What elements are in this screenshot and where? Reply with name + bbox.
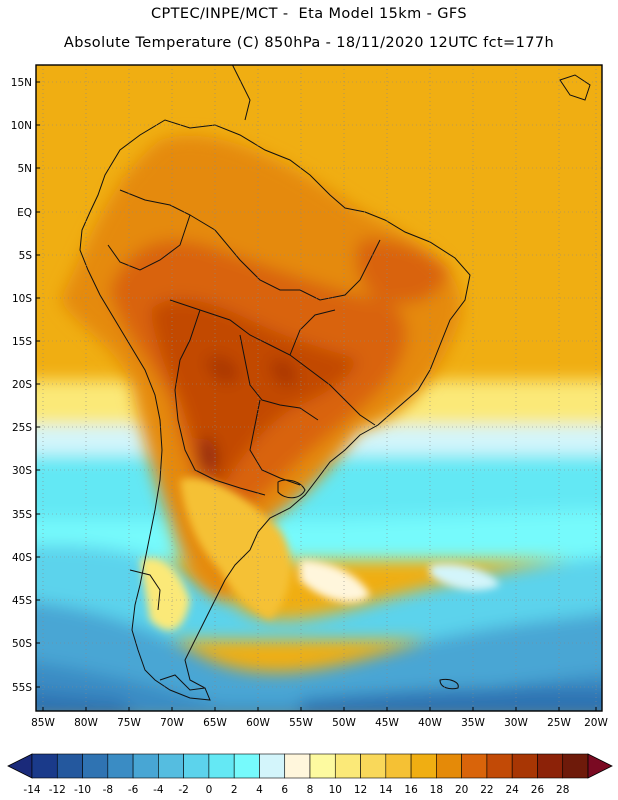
lat-label: EQ <box>17 207 32 219</box>
lat-label: 40S <box>12 552 32 564</box>
colorbar-cell <box>183 753 210 779</box>
lat-label: 20S <box>12 379 32 391</box>
colorbar-label: 12 <box>354 784 367 796</box>
colorbar-label: -2 <box>178 784 188 796</box>
colorbar-cell <box>562 753 589 779</box>
colorbar-cell <box>385 753 412 779</box>
lon-label: 45W <box>375 717 399 729</box>
colorbar-label: -6 <box>128 784 139 796</box>
lat-label: 5N <box>17 163 32 175</box>
coastlines-and-borders <box>79 65 591 701</box>
colorbar-label: -8 <box>103 784 113 796</box>
lat-label: 30S <box>12 465 32 477</box>
colorbar-cell <box>259 753 286 779</box>
lat-label: 25S <box>12 422 32 434</box>
latitude-labels: 15N 10N 5N EQ 5S 10S 15S 20S 25S 30S 35S… <box>11 77 33 694</box>
lon-label: 30W <box>504 717 528 729</box>
lat-label: 15S <box>12 336 32 348</box>
colorbar-label: 10 <box>329 784 342 796</box>
colorbar-left-arrow <box>7 753 33 779</box>
chart-title-line-1: CPTEC/INPE/MCT - Eta Model 15km - GFS <box>151 6 467 22</box>
colorbar-cell <box>334 753 361 779</box>
longitude-labels: 85W 80W 75W 70W 65W 60W 55W 50W 45W 40W … <box>31 717 608 729</box>
colorbar: -14 -12 -10 -8 -6 -4 -2 0 2 4 6 8 10 12 14 16 18 20 22 24 26… <box>7 753 613 796</box>
colorbar-cell <box>31 753 58 779</box>
colorbar-cell <box>158 753 184 779</box>
lon-label: 60W <box>246 717 270 729</box>
lon-label: 50W <box>332 717 356 729</box>
lat-label: 10S <box>12 293 32 305</box>
lon-label: 25W <box>547 717 571 729</box>
lat-label: 50S <box>12 638 32 650</box>
colorbar-cell <box>436 753 462 779</box>
lat-label: 10N <box>11 120 32 132</box>
lon-label: 80W <box>74 717 98 729</box>
colorbar-cell <box>56 753 83 779</box>
colorbar-label: 18 <box>430 784 443 796</box>
colorbar-cell <box>82 753 109 779</box>
colorbar-cell <box>461 753 488 779</box>
lon-label: 35W <box>461 717 485 729</box>
colorbar-cell <box>132 753 159 779</box>
colorbar-label: 14 <box>379 784 393 796</box>
colorbar-label: -10 <box>74 784 91 796</box>
colorbar-label: -12 <box>49 784 66 796</box>
axis-ticks <box>36 81 597 711</box>
map-frame <box>35 64 603 712</box>
colorbar-cell <box>107 753 134 779</box>
colorbar-label: 0 <box>206 784 213 796</box>
colorbar-label: 24 <box>505 784 519 796</box>
colorbar-cell <box>233 753 260 779</box>
colorbar-label: 4 <box>256 784 263 796</box>
lon-label: 20W <box>584 717 608 729</box>
colorbar-cell <box>309 753 336 779</box>
colorbar-label: 16 <box>404 784 418 796</box>
colorbar-cell <box>486 753 513 779</box>
lat-label: 15N <box>11 77 32 89</box>
lon-label: 65W <box>203 717 227 729</box>
lat-label: 35S <box>12 509 32 521</box>
colorbar-cell <box>537 753 564 779</box>
lat-label: 45S <box>12 595 32 607</box>
lon-label: 55W <box>289 717 313 729</box>
colorbar-label: 22 <box>480 784 493 796</box>
colorbar-label: -14 <box>23 784 40 796</box>
colorbar-label: 2 <box>231 784 238 796</box>
colorbar-cell <box>511 753 538 779</box>
colorbar-cell <box>360 753 387 779</box>
lon-label: 75W <box>117 717 141 729</box>
lon-label: 40W <box>418 717 442 729</box>
colorbar-cell <box>284 753 311 779</box>
chart-title-line-2: Absolute Temperature (C) 850hPa - 18/11/… <box>63 35 555 51</box>
colorbar-label: 8 <box>307 784 314 796</box>
colorbar-label: 20 <box>455 784 468 796</box>
colorbar-label: 6 <box>281 784 288 796</box>
lat-label: 5S <box>19 250 33 262</box>
colorbar-right-arrow <box>587 753 613 779</box>
colorbar-cell <box>410 753 437 779</box>
lat-label: 55S <box>12 682 32 694</box>
lon-label: 85W <box>31 717 55 729</box>
colorbar-label: 28 <box>556 784 569 796</box>
colorbar-label: -4 <box>153 784 164 796</box>
temperature-field <box>36 65 602 711</box>
colorbar-cell <box>208 753 235 779</box>
lon-label: 70W <box>160 717 184 729</box>
colorbar-label: 26 <box>531 784 545 796</box>
